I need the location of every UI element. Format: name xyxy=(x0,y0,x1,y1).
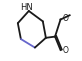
Text: O: O xyxy=(62,14,68,23)
Text: HN: HN xyxy=(20,3,33,12)
Text: O: O xyxy=(62,46,68,55)
